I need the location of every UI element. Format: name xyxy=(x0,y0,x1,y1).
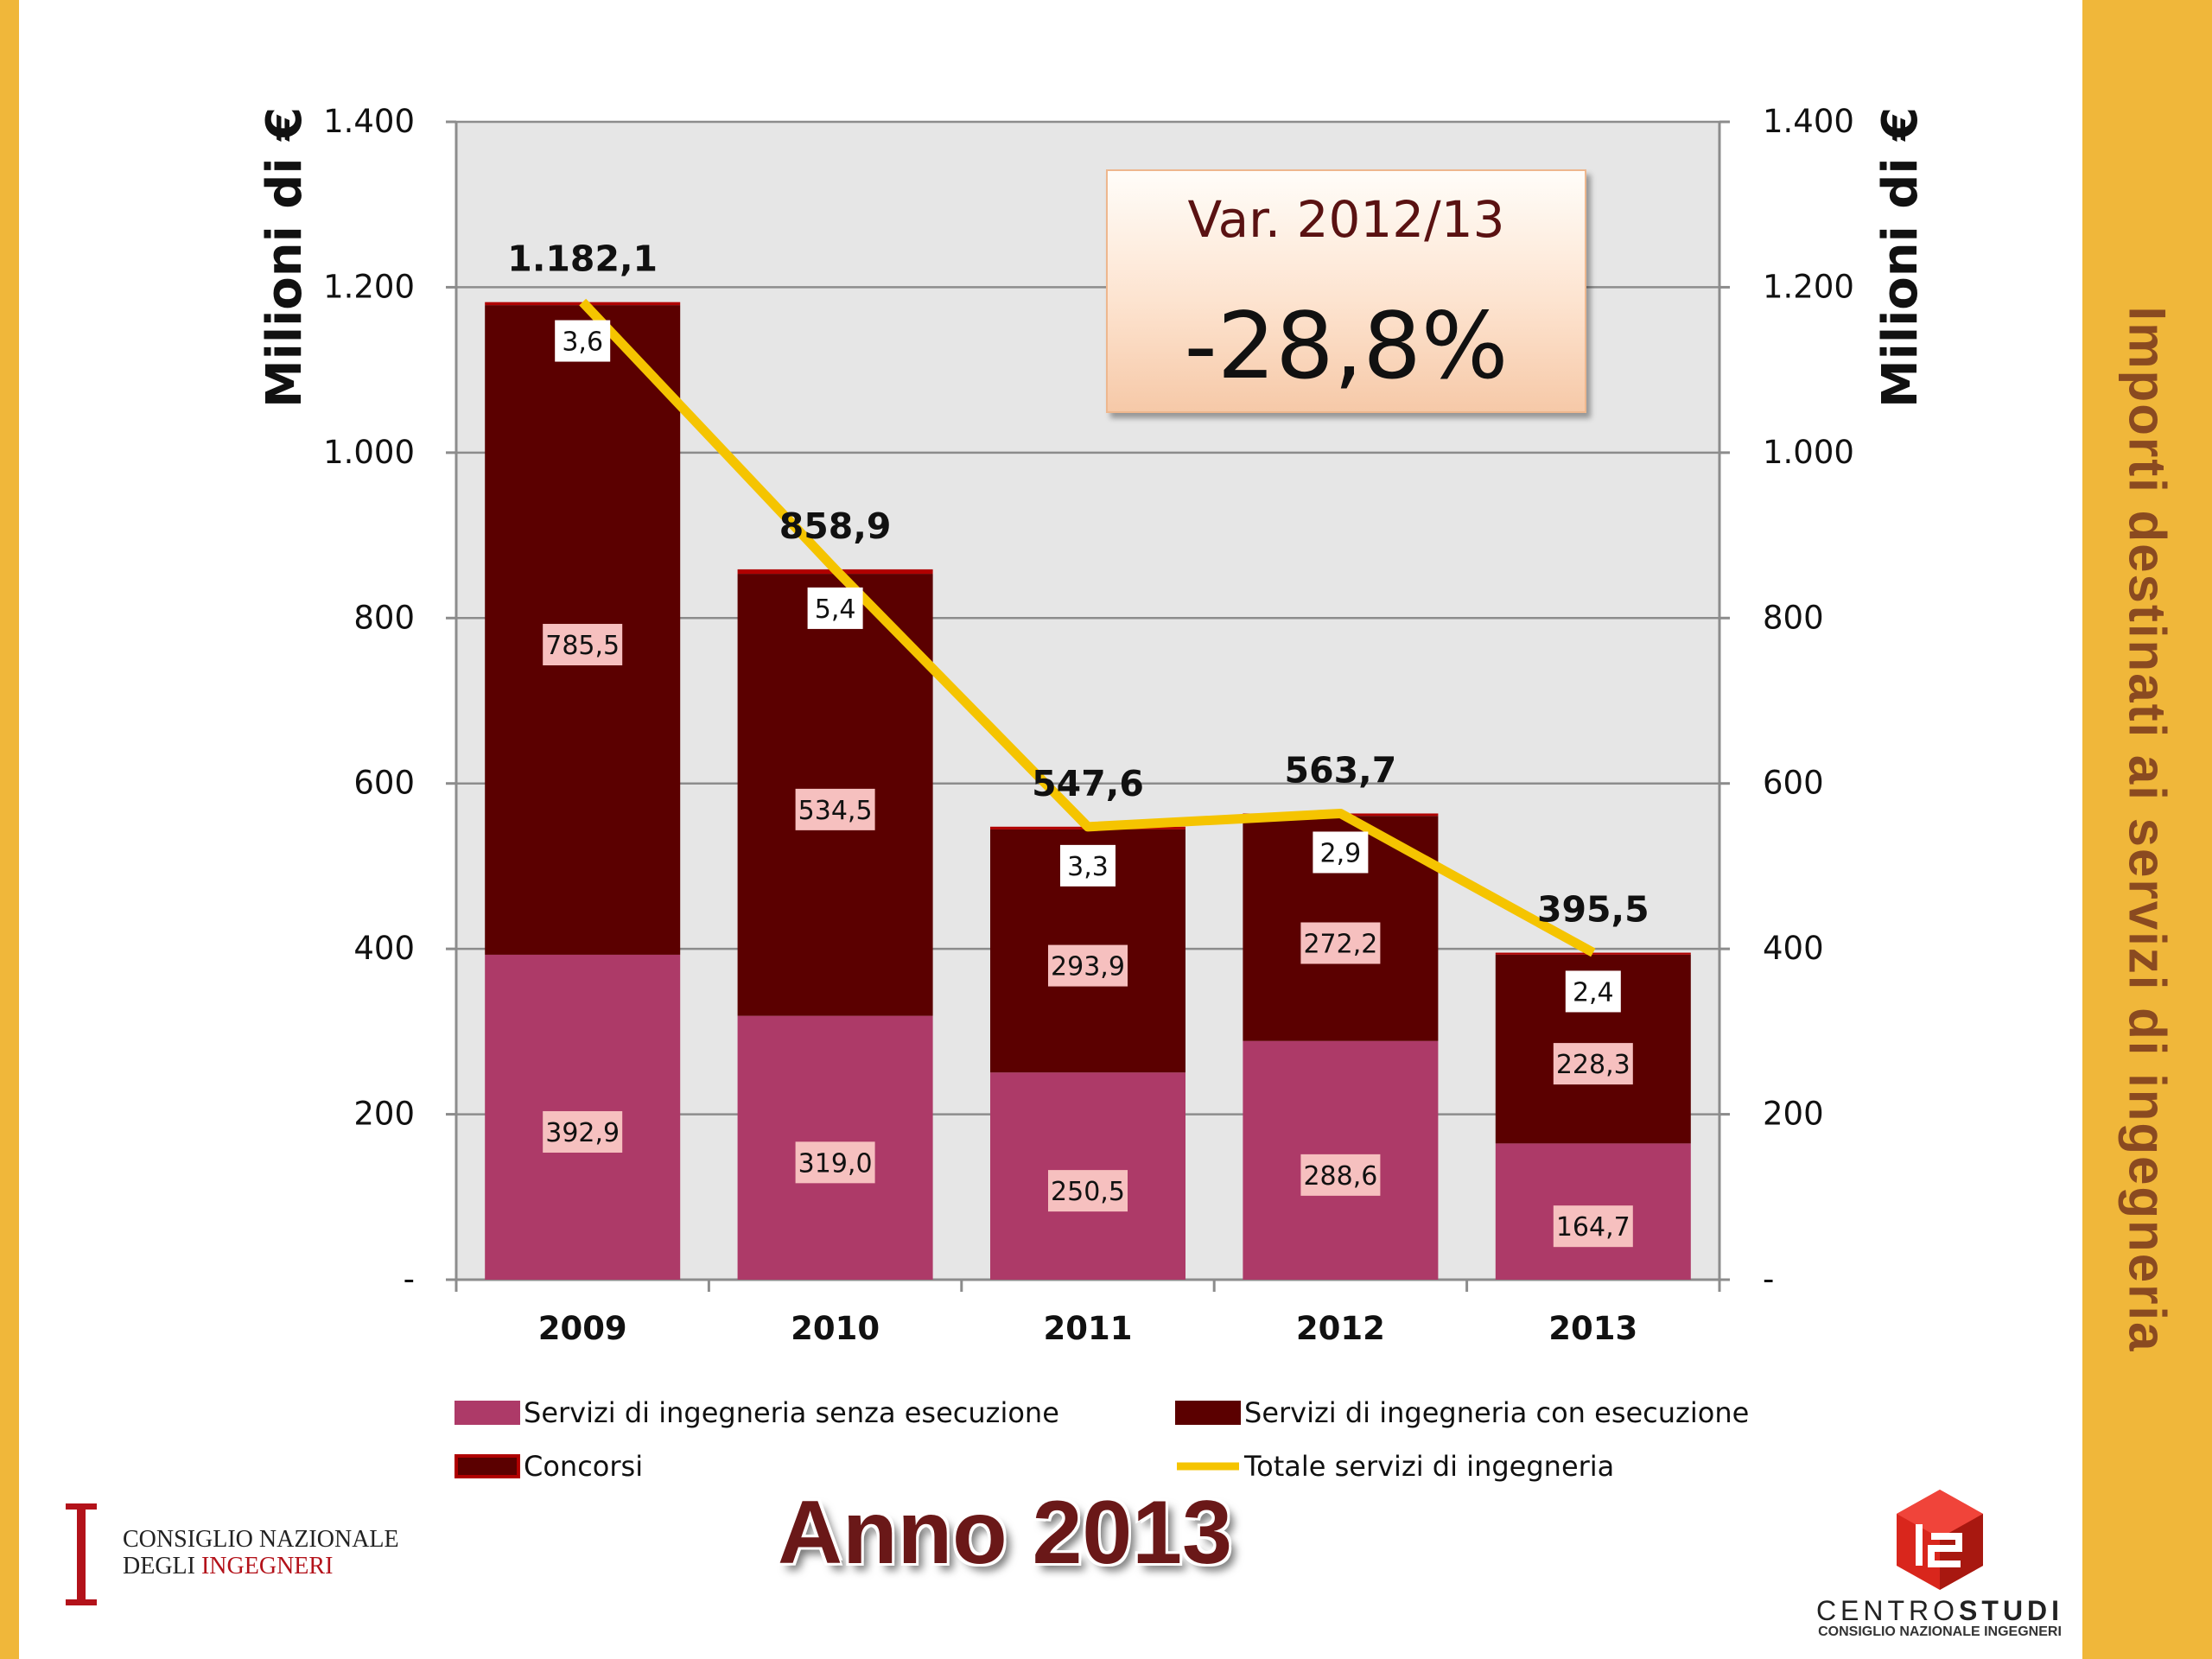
legend-con-esecuzione-swatch xyxy=(1175,1401,1241,1425)
data-label-totale: 547,6 xyxy=(1032,763,1144,804)
data-label-con-esecuzione-box xyxy=(543,624,623,666)
data-label-senza-esecuzione-box xyxy=(543,1110,623,1153)
y-tick-label-left: 1.000 xyxy=(323,434,415,471)
y-tick-label-right: 400 xyxy=(1763,930,1824,967)
data-label-senza-esecuzione-box xyxy=(1300,1154,1381,1196)
data-label-con-esecuzione: 272,2 xyxy=(1303,930,1377,960)
data-label-con-esecuzione-box xyxy=(1300,922,1381,964)
y-tick-label-left: 1.200 xyxy=(323,268,415,305)
x-tick-label: 2012 xyxy=(1296,1310,1385,1347)
data-label-concorsi: 5,4 xyxy=(815,594,856,625)
data-label-concorsi-box xyxy=(555,320,611,362)
centro-studi-title: CENTROSTUDI xyxy=(1815,1595,2064,1626)
cni-line1: CONSIGLIO NAZIONALE xyxy=(123,1526,399,1553)
data-label-con-esecuzione: 534,5 xyxy=(798,796,873,826)
x-tick-label: 2009 xyxy=(538,1310,627,1347)
data-label-concorsi: 2,4 xyxy=(1573,977,1614,1007)
y-tick-label-left: - xyxy=(404,1261,415,1298)
data-label-con-esecuzione: 785,5 xyxy=(545,631,620,661)
y-tick-label-right: 200 xyxy=(1763,1096,1824,1133)
x-tick-label: 2010 xyxy=(791,1310,880,1347)
data-label-con-esecuzione-box xyxy=(795,788,875,830)
data-label-totale: 563,7 xyxy=(1285,749,1397,791)
data-label-senza-esecuzione: 288,6 xyxy=(1303,1161,1377,1192)
y-tick-label-right: 800 xyxy=(1763,599,1824,636)
cni-logo: CONSIGLIO NAZIONALE DEGLI INGEGNERI xyxy=(62,1503,477,1607)
right-accent-band xyxy=(2082,0,2212,1659)
legend-senza-esecuzione-label: Servizi di ingegneria senza esecuzione xyxy=(524,1396,1059,1429)
data-label-con-esecuzione-box xyxy=(1048,944,1128,987)
y-tick-label-right: 1.000 xyxy=(1763,434,1854,471)
x-tick-label: 2013 xyxy=(1548,1310,1637,1347)
cni-emblem-icon xyxy=(66,1503,97,1605)
data-label-concorsi: 2,9 xyxy=(1320,838,1362,868)
variation-label: Var. 2012/13 xyxy=(1187,190,1505,249)
line-totale xyxy=(579,298,1596,957)
cni-name: CONSIGLIO NAZIONALE DEGLI INGEGNERI xyxy=(123,1526,399,1580)
centro-studi-subtitle: CONSIGLIO NAZIONALE INGEGNERI xyxy=(1818,1624,2062,1639)
y-tick-label-left: 600 xyxy=(353,765,415,802)
data-label-con-esecuzione-box xyxy=(1553,1043,1633,1085)
data-label-concorsi-box xyxy=(807,587,863,629)
year-caption: Anno 2013 xyxy=(778,1483,1232,1583)
cni-line2-prefix: DEGLI xyxy=(123,1553,195,1580)
y-tick-label-right: 1.400 xyxy=(1763,103,1854,140)
variation-value: -28,8% xyxy=(1184,293,1509,399)
data-label-senza-esecuzione: 392,9 xyxy=(545,1118,620,1148)
data-label-totale: 1.182,1 xyxy=(507,238,658,280)
centro-studi-cube-icon xyxy=(1897,1490,1983,1590)
data-label-senza-esecuzione-box xyxy=(1553,1205,1633,1248)
legend-totale-label: Totale servizi di ingegneria xyxy=(1243,1450,1614,1483)
data-label-con-esecuzione: 293,9 xyxy=(1051,952,1125,982)
left-accent-band xyxy=(0,0,19,1659)
data-label-concorsi: 3,6 xyxy=(562,327,603,358)
data-label-concorsi: 3,3 xyxy=(1067,852,1109,882)
bar-concorsi xyxy=(1495,952,1691,955)
y-tick-label-right: 600 xyxy=(1763,765,1824,802)
centro-studi-logo: CENTROSTUDI CONSIGLIO NAZIONALE INGEGNER… xyxy=(1810,1486,2069,1642)
legend-concorsi-label: Concorsi xyxy=(524,1450,643,1483)
data-label-senza-esecuzione-box xyxy=(1048,1170,1128,1212)
data-label-senza-esecuzione: 250,5 xyxy=(1051,1177,1125,1207)
y-tick-label-left: 200 xyxy=(353,1096,415,1133)
cni-line2-red: INGEGNERI xyxy=(200,1553,334,1580)
variation-box: Var. 2012/13 -28,8% xyxy=(1106,169,1586,413)
data-label-con-esecuzione: 228,3 xyxy=(1556,1050,1630,1080)
y-tick-label-left: 800 xyxy=(353,599,415,636)
y-tick-label-left: 400 xyxy=(353,930,415,967)
data-label-concorsi-box xyxy=(1565,970,1621,1013)
legend-concorsi-swatch xyxy=(454,1454,520,1478)
data-label-concorsi-box xyxy=(1060,844,1116,887)
y-axis-label-left: Milioni di € xyxy=(257,107,313,408)
y-tick-label-left: 1.400 xyxy=(323,103,415,140)
legend-con-esecuzione-label: Servizi di ingegneria con esecuzione xyxy=(1244,1396,1749,1429)
data-label-senza-esecuzione: 319,0 xyxy=(798,1148,873,1179)
y-tick-label-right: 1.200 xyxy=(1763,268,1854,305)
data-label-concorsi-box xyxy=(1313,831,1369,874)
x-tick-label: 2011 xyxy=(1044,1310,1133,1347)
data-label-totale: 858,9 xyxy=(779,505,892,547)
data-label-senza-esecuzione: 164,7 xyxy=(1556,1212,1630,1243)
data-label-senza-esecuzione-box xyxy=(795,1141,875,1184)
y-tick-label-right: - xyxy=(1763,1261,1774,1298)
legend-senza-esecuzione-swatch xyxy=(454,1401,520,1425)
y-axis-label-right: Milioni di € xyxy=(1872,107,1929,408)
data-label-totale: 395,5 xyxy=(1537,888,1649,930)
